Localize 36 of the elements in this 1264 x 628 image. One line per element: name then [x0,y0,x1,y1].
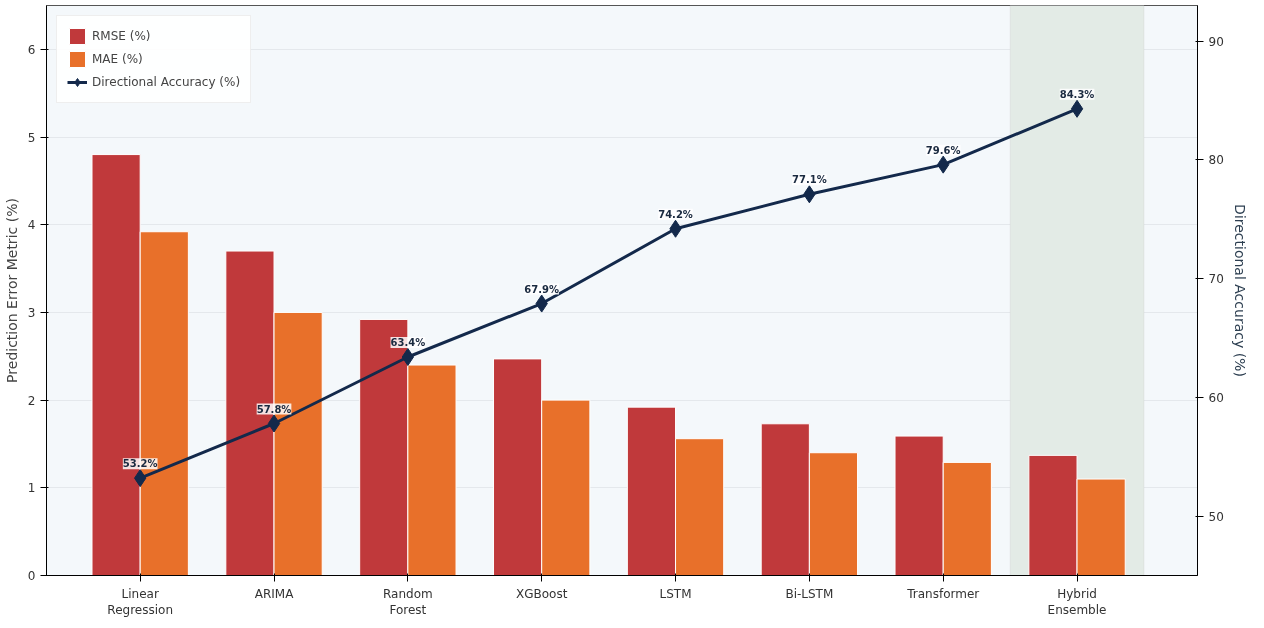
y2-tick-label: 80 [1208,153,1224,168]
x-tick-label: LSTM [659,586,692,601]
legend-label: MAE (%) [92,52,143,66]
legend-label: RMSE (%) [92,29,151,43]
y2-tick-label: 90 [1208,34,1224,49]
x-tick-label: ARIMA [254,586,295,601]
point [267,414,281,433]
x-tick-label: Hybrid Ensemble [1047,586,1107,618]
x-tick-label: Linear Regression [107,586,174,618]
data-label: 63.4% [390,337,426,348]
y-tick-label: 6 [27,42,36,57]
y-tick-label: 3 [27,305,36,320]
data-label: 77.1% [792,174,827,186]
y2-axis-title: Directional Accuracy (%) [1231,204,1248,377]
y2-tick-label: 60 [1208,390,1224,405]
y-axis-title: Prediction Error Metric (%) [3,198,20,383]
x-tick-label: Transformer [906,586,980,601]
data-label: 53.2% [122,458,158,470]
y-tick-label: 2 [27,393,36,408]
legend-label: Directional Accuracy (%) [92,75,241,89]
x-tick-label: Bi-LSTM [785,586,834,601]
y-tick-label: 5 [27,130,36,145]
y2-tick-label: 50 [1208,509,1224,524]
point [1070,99,1084,118]
x-tick-label: Random Forest [383,586,433,618]
data-label: 74.2% [658,208,693,220]
data-label: 67.9% [524,283,560,295]
y-tick-label: 4 [27,218,36,233]
data-label: 57.8% [256,403,292,415]
y2-tick-label: 70 [1208,272,1224,287]
y-tick-label: 1 [27,481,36,496]
x-tick-label: XGBoost [516,586,568,601]
data-label: 84.3% [1059,88,1095,100]
y-tick-label: 0 [27,569,36,583]
point [401,348,415,366]
data-label: 79.6% [925,144,961,156]
